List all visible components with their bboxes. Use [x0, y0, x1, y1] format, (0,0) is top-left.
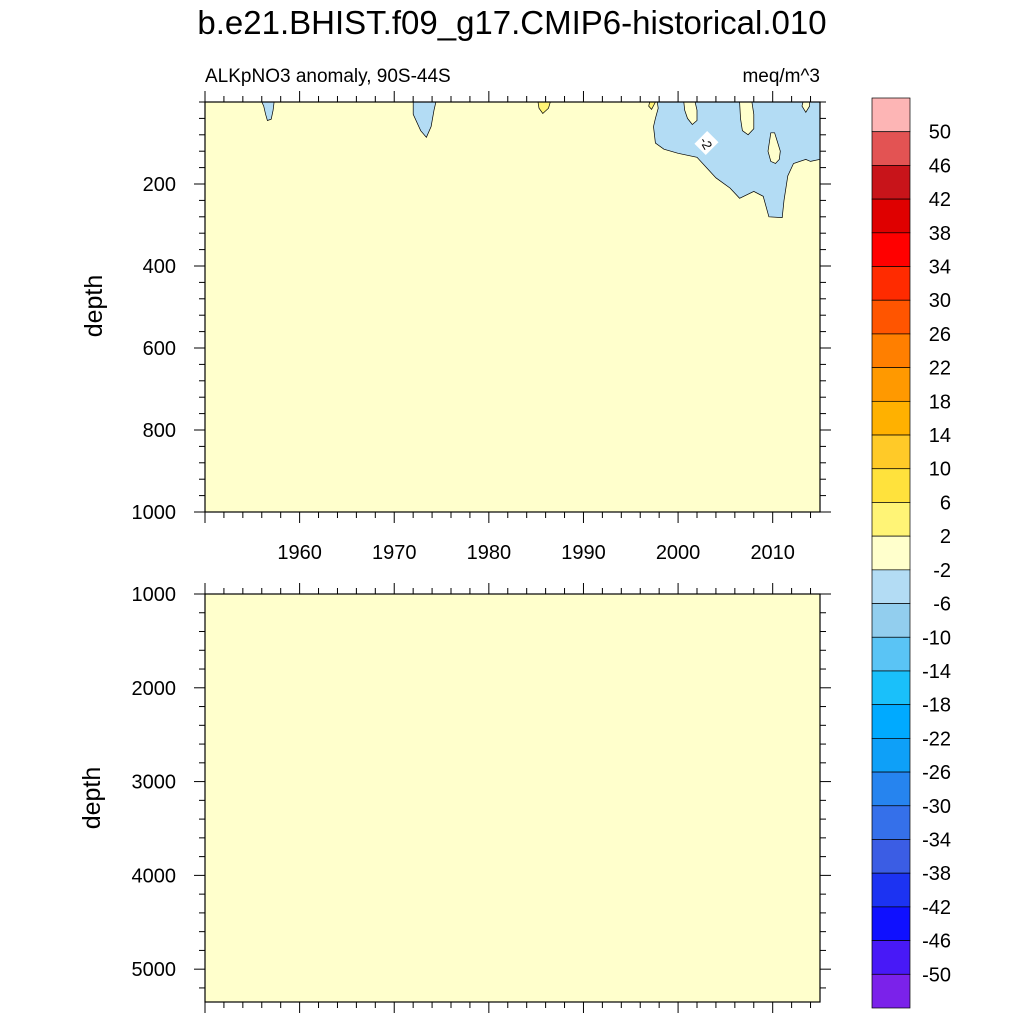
colorbar-swatch [871, 670, 911, 706]
colorbar-swatch [871, 434, 911, 470]
colorbar-swatch [871, 266, 911, 301]
colorbar-swatch [871, 535, 911, 571]
panel-2-background-fill [205, 594, 820, 1002]
colorbar-swatch [871, 198, 911, 234]
y-tick-label: 800 [143, 420, 176, 442]
figure-title: b.e21.BHIST.f09_g17.CMIP6-historical.010 [197, 4, 826, 41]
colorbar-swatch [871, 603, 911, 638]
panel-2-contour-plot: 1000 2000 3000 4000 5000 [132, 583, 831, 1013]
colorbar-level-label: 14 [929, 425, 951, 447]
colorbar-level-label: -26 [922, 762, 951, 784]
y-tick-label: 4000 [132, 865, 177, 887]
colorbar-swatch [871, 468, 911, 503]
colorbar-swatch [871, 165, 911, 200]
x-tick-label: 1970 [372, 542, 417, 564]
weak-anomaly-2007 [739, 101, 755, 136]
colorbar-legend: 50 46 42 38 34 30 26 22 18 14 10 6 2 -2 -6 -10 -14 -18 -22… [871, 97, 951, 1009]
y-tick-label: 2000 [132, 678, 177, 700]
colorbar-level-label: 26 [929, 324, 951, 346]
colorbar-swatch [871, 299, 911, 335]
negative-anomaly-1957 [261, 101, 275, 121]
y-tick-label: 1000 [132, 584, 177, 606]
colorbar-level-label: 30 [929, 290, 951, 312]
colorbar-swatch [871, 906, 911, 941]
colorbar-level-label: 6 [940, 492, 951, 514]
colorbar-swatch [871, 771, 911, 807]
colorbar-level-label: 2 [940, 526, 951, 548]
colorbar-swatch [871, 131, 911, 166]
panel-1-frame [204, 101, 821, 513]
colorbar-level-label: -46 [922, 931, 951, 953]
colorbar-level-label: 50 [929, 122, 951, 144]
colorbar-swatch [871, 569, 911, 604]
y-tick-label: 200 [143, 174, 176, 196]
colorbar-level-label: -2 [933, 560, 951, 582]
panel-2-frame [204, 593, 821, 1003]
colorbar-swatch [871, 502, 911, 537]
x-tick-label: 2010 [750, 542, 795, 564]
y-tick-label: 5000 [132, 959, 177, 981]
y-tick-label: 3000 [132, 772, 177, 794]
contour-label-box [694, 130, 719, 156]
colorbar-swatch [871, 973, 911, 1009]
negative-anomaly-2008 [653, 101, 821, 218]
colorbar-level-label: -38 [922, 863, 951, 885]
colorbar-level-label: -30 [922, 796, 951, 818]
colorbar-level-label: -18 [922, 695, 951, 717]
colorbar-level-label: 38 [929, 223, 951, 245]
colorbar-swatch [871, 805, 911, 840]
colorbar-swatch [871, 636, 911, 672]
panel-1-subtitle-left: ALKpNO3 anomaly, 90S-44S [205, 66, 451, 87]
y-tick-label: 400 [143, 256, 176, 278]
x-tick-label: 1980 [467, 542, 512, 564]
x-tick-label: 1960 [277, 542, 322, 564]
colorbar-level-label: -6 [933, 594, 951, 616]
colorbar-level-label: 10 [929, 459, 951, 481]
y-tick-label: 1000 [132, 502, 177, 524]
colorbar-level-label: -34 [922, 829, 951, 851]
colorbar-swatch [871, 839, 911, 874]
weak-anomaly-2010 [767, 132, 781, 164]
panel-1-y-axis-label: depth [80, 275, 108, 338]
negative-anomaly-1973 [412, 101, 437, 138]
colorbar-swatch [871, 367, 911, 402]
panel-2-y-axis-label: depth [78, 767, 106, 830]
colorbar-level-label: 22 [929, 358, 951, 380]
colorbar-swatch [871, 872, 911, 908]
x-tick-label: 1990 [561, 542, 606, 564]
colorbar-swatch [871, 333, 911, 368]
colorbar-level-label: 34 [929, 257, 951, 279]
colorbar-swatch [871, 97, 911, 133]
colorbar-level-label: 42 [929, 189, 951, 211]
x-tick-label: 2000 [656, 542, 701, 564]
colorbar-level-label: -22 [922, 728, 951, 750]
colorbar-swatch [871, 400, 911, 436]
colorbar-swatch [871, 232, 911, 267]
weak-anomaly-2001 [683, 101, 698, 126]
colorbar-level-label: -50 [922, 964, 951, 986]
colorbar-level-label: -10 [922, 627, 951, 649]
colorbar-swatch [871, 940, 911, 975]
panel-1-subtitle-right: meq/m^3 [742, 66, 820, 87]
colorbar-level-label: 46 [929, 155, 951, 177]
colorbar-level-label: -42 [922, 897, 951, 919]
colorbar-level-label: 18 [929, 391, 951, 413]
colorbar-swatch [871, 738, 911, 773]
y-tick-label: 600 [143, 338, 176, 360]
colorbar-level-label: -14 [922, 661, 951, 683]
colorbar-swatch [871, 704, 911, 739]
